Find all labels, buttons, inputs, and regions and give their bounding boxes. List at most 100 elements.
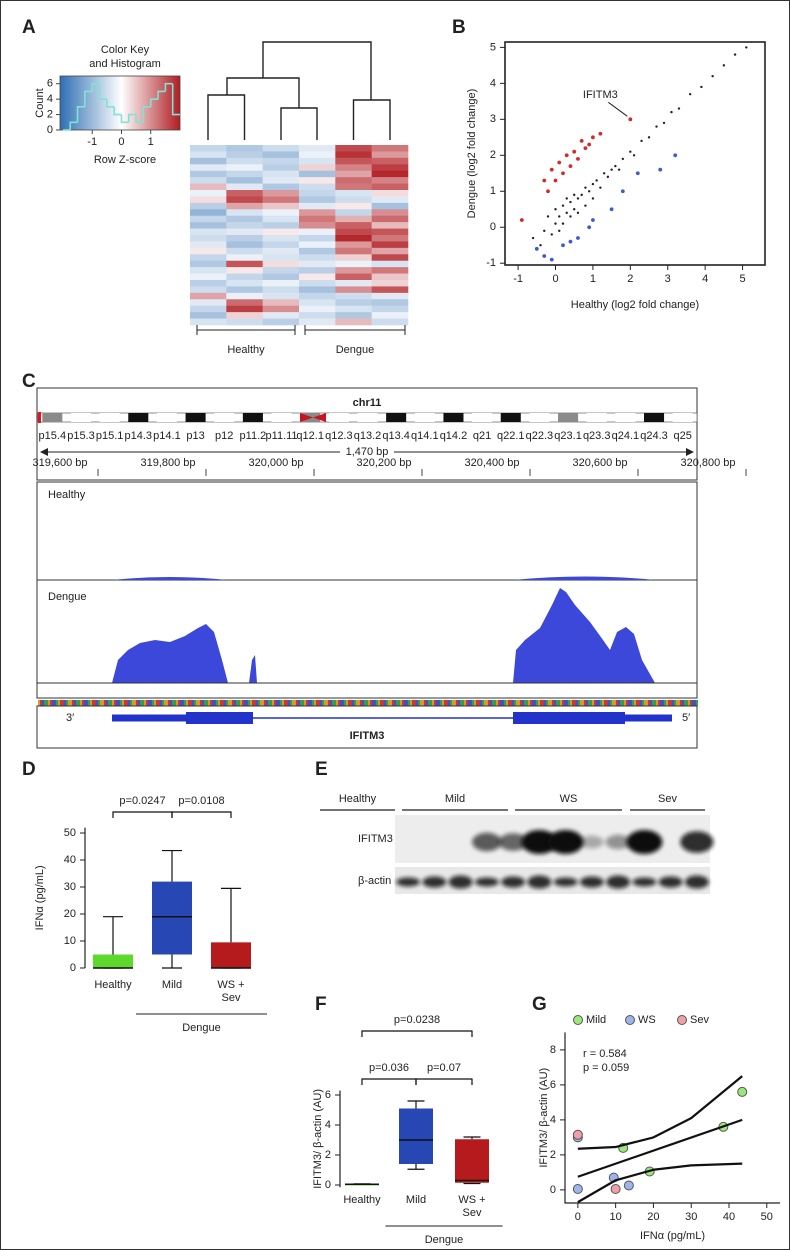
position-label: 320,200 bp xyxy=(356,457,411,469)
sequence-base xyxy=(360,700,362,706)
sequence-base xyxy=(532,700,534,706)
ideogram-band xyxy=(357,413,378,422)
confidence-band xyxy=(577,1162,743,1204)
sequence-base xyxy=(484,700,486,706)
key-x-tick-label: -1 xyxy=(87,136,97,148)
sequence-base xyxy=(602,700,604,706)
sequence-base xyxy=(312,700,314,706)
sequence-base xyxy=(450,700,452,706)
heatmap-cell xyxy=(262,202,300,210)
heatmap-cell xyxy=(190,145,227,152)
heatmap-cell xyxy=(262,170,300,178)
sequence-base xyxy=(562,700,564,706)
sequence-base xyxy=(318,700,320,706)
heatmap-cell xyxy=(335,215,372,223)
ideogram-band xyxy=(586,413,607,422)
heatmap-cell xyxy=(335,286,372,294)
significance-bracket xyxy=(171,811,232,818)
gene-track xyxy=(36,705,698,749)
sequence-base xyxy=(530,700,532,706)
heatmap-cell xyxy=(226,151,263,159)
legend-label: Sev xyxy=(690,1014,709,1026)
heatmap-cell xyxy=(262,151,300,159)
sequence-base xyxy=(408,700,410,706)
track-label: Healthy xyxy=(48,489,86,501)
heatmap-cell xyxy=(226,190,263,197)
sequence-base xyxy=(158,700,160,706)
heatmap-cell xyxy=(262,209,300,217)
sequence-base xyxy=(568,700,570,706)
p-value: p=0.0247 xyxy=(119,795,165,807)
sequence-base xyxy=(520,700,522,706)
sequence-base xyxy=(586,700,588,706)
blot-group: Mild xyxy=(445,793,465,805)
sequence-base xyxy=(470,700,472,706)
sequence-base xyxy=(590,700,592,706)
ideogram-band xyxy=(443,413,464,422)
sequence-base xyxy=(284,700,286,706)
sequence-base xyxy=(166,700,168,706)
sequence-base xyxy=(358,700,360,706)
sequence-base xyxy=(64,700,66,706)
ideogram-band xyxy=(70,413,92,422)
heatmap-cell xyxy=(299,235,336,242)
sequence-base xyxy=(170,700,172,706)
point xyxy=(610,1184,621,1195)
heatmap-cell xyxy=(371,202,409,210)
heatmap-cell xyxy=(262,164,300,172)
group-bracket xyxy=(196,325,296,335)
heatmap-cell xyxy=(335,312,372,319)
sequence-base xyxy=(232,700,234,706)
heatmap-cell xyxy=(299,267,336,274)
sequence-base xyxy=(52,700,54,706)
coverage xyxy=(112,576,655,580)
histogram-step xyxy=(76,106,85,123)
sequence-base xyxy=(286,700,288,706)
sequence-base xyxy=(188,700,190,706)
point xyxy=(549,167,554,172)
category-label: Healthy xyxy=(94,979,132,991)
sequence-base xyxy=(190,700,192,706)
heatmap-cell xyxy=(371,260,409,268)
sequence-base xyxy=(528,700,530,706)
heatmap-cell xyxy=(335,164,372,172)
heatmap-cell xyxy=(226,157,263,165)
ideogram-band xyxy=(615,413,636,422)
point xyxy=(543,229,546,233)
heatmap-cell xyxy=(335,196,372,204)
point xyxy=(591,135,595,140)
sequence-base xyxy=(140,700,142,706)
ideogram-band xyxy=(414,413,435,422)
heatmap-cell xyxy=(371,215,409,223)
heatmap-cell xyxy=(190,157,227,165)
heatmap-cell xyxy=(299,305,336,313)
heatmap-cell xyxy=(262,305,300,313)
heatmap-cell xyxy=(299,318,336,326)
sequence-base xyxy=(350,700,352,706)
point xyxy=(688,92,692,96)
sequence-base xyxy=(544,700,546,706)
sequence-base xyxy=(86,700,88,706)
sequence-base xyxy=(666,700,668,706)
sequence-base xyxy=(478,700,480,706)
heatmap-cell xyxy=(335,183,372,191)
heatmap-cell xyxy=(190,170,227,178)
heatmap-cell xyxy=(190,318,227,326)
heatmap-cell xyxy=(371,267,409,274)
key-y-tick-label: 4 xyxy=(47,93,53,105)
x-tick-label: 5 xyxy=(739,273,745,285)
sequence-base xyxy=(616,700,618,706)
heatmap-cell xyxy=(226,177,263,184)
sequence-base xyxy=(50,700,52,706)
sequence-base xyxy=(82,700,84,706)
sequence-base xyxy=(58,700,60,706)
category-label: Mild xyxy=(161,979,183,991)
point xyxy=(557,160,562,165)
sequence-base xyxy=(692,700,694,706)
heatmap-cell xyxy=(190,292,227,300)
p-value: p=0.0238 xyxy=(394,1014,440,1026)
heatmap-cell xyxy=(190,267,227,274)
sequence-base xyxy=(438,700,440,706)
sequence-base xyxy=(240,700,242,706)
position-label: 319,800 bp xyxy=(140,457,195,469)
